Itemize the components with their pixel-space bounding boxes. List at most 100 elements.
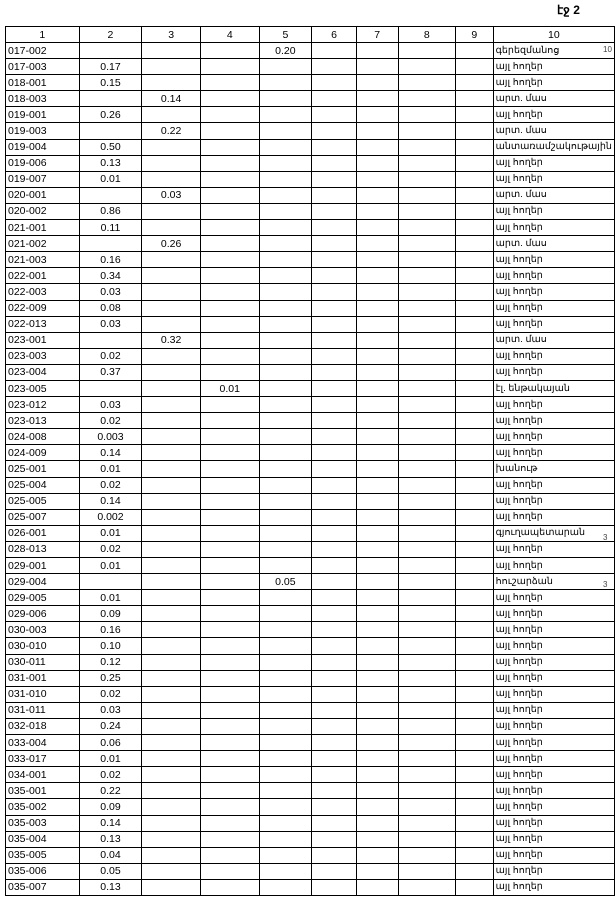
land-use-cell: այլ հողեր bbox=[492, 621, 615, 639]
land-use-cell: այլ հողեր bbox=[492, 251, 615, 269]
area-cell-col-7 bbox=[355, 717, 399, 736]
area-cell-col-7 bbox=[355, 267, 399, 285]
parcel-code-cell: 022-001 bbox=[5, 267, 80, 285]
land-use-cell: այլ հողեր bbox=[492, 202, 615, 221]
area-cell-col-7 bbox=[355, 363, 399, 381]
area-cell-col-3 bbox=[141, 734, 201, 752]
area-cell-col-4 bbox=[199, 637, 260, 655]
table-row: 032-018 0.24 այլ հողեր bbox=[5, 717, 615, 736]
area-cell-col-7 bbox=[355, 492, 399, 510]
parcel-code-cell: 035-003 bbox=[5, 814, 80, 832]
area-cell-col-9 bbox=[454, 556, 494, 575]
area-cell-col-3 bbox=[141, 540, 201, 559]
area-cell-col-4 bbox=[199, 396, 260, 414]
area-cell-col-8 bbox=[397, 476, 456, 494]
area-cell-col-2: 0.09 bbox=[78, 605, 143, 623]
area-cell-col-7 bbox=[355, 524, 399, 542]
area-cell-col-4 bbox=[199, 251, 260, 269]
area-cell-col-2: 0.08 bbox=[78, 299, 143, 317]
area-cell-col-7 bbox=[355, 798, 399, 816]
page-number: էջ 2 bbox=[557, 3, 580, 17]
area-cell-col-8 bbox=[397, 701, 456, 719]
area-cell-col-6 bbox=[311, 846, 357, 864]
parcel-code-cell: 032-018 bbox=[5, 717, 80, 736]
area-cell-col-8 bbox=[397, 685, 456, 703]
column-header-1: 1 bbox=[5, 26, 80, 43]
area-cell-col-8 bbox=[397, 122, 456, 140]
land-use-cell: այլ հողեր bbox=[492, 283, 615, 301]
area-cell-col-6 bbox=[311, 283, 357, 301]
area-cell-col-7 bbox=[355, 830, 399, 848]
area-cell-col-5 bbox=[258, 58, 313, 76]
area-cell-col-3: 0.32 bbox=[141, 331, 201, 349]
land-use-cell: գյուղապետարան bbox=[492, 524, 615, 542]
area-cell-col-9 bbox=[454, 122, 494, 140]
area-cell-col-5 bbox=[258, 396, 313, 414]
area-cell-col-8 bbox=[397, 830, 456, 848]
area-cell-col-2: 0.14 bbox=[78, 814, 143, 832]
area-cell-col-2: 0.02 bbox=[78, 540, 143, 559]
area-cell-col-4 bbox=[199, 830, 260, 848]
area-cell-col-4 bbox=[199, 653, 260, 671]
area-cell-col-3 bbox=[141, 556, 201, 575]
area-cell-col-2: 0.05 bbox=[78, 862, 143, 880]
area-cell-col-6 bbox=[311, 379, 357, 398]
area-cell-col-4 bbox=[199, 476, 260, 494]
area-cell-col-3 bbox=[141, 878, 201, 896]
area-cell-col-8 bbox=[397, 347, 456, 365]
area-cell-col-4 bbox=[199, 750, 260, 768]
area-cell-col-9 bbox=[454, 798, 494, 816]
area-cell-col-8 bbox=[397, 154, 456, 172]
area-cell-col-3 bbox=[141, 267, 201, 285]
area-cell-col-6 bbox=[311, 862, 357, 880]
parcel-code-cell: 029-001 bbox=[5, 556, 80, 575]
area-cell-col-6 bbox=[311, 363, 357, 381]
area-cell-col-6 bbox=[311, 331, 357, 349]
area-cell-col-6 bbox=[311, 492, 357, 510]
table-row: 022-013 0.03 այլ հողեր bbox=[5, 315, 615, 333]
area-cell-col-3 bbox=[141, 701, 201, 719]
area-cell-col-3 bbox=[141, 202, 201, 221]
area-cell-col-3 bbox=[141, 106, 201, 124]
area-cell-col-3 bbox=[141, 138, 201, 156]
area-cell-col-5 bbox=[258, 605, 313, 623]
table-row: 021-003 0.16 այլ հողեր bbox=[5, 251, 615, 269]
area-cell-col-4 bbox=[199, 154, 260, 172]
area-cell-col-3 bbox=[141, 669, 201, 687]
area-cell-col-2: 0.34 bbox=[78, 267, 143, 285]
area-cell-col-7 bbox=[355, 621, 399, 639]
area-cell-col-4 bbox=[199, 782, 260, 800]
area-cell-col-4 bbox=[199, 235, 260, 253]
area-cell-col-3 bbox=[141, 766, 201, 784]
area-cell-col-7 bbox=[355, 878, 399, 896]
area-cell-col-6 bbox=[311, 750, 357, 768]
area-cell-col-7 bbox=[355, 138, 399, 156]
area-cell-col-4 bbox=[199, 766, 260, 784]
parcel-code-cell: 021-001 bbox=[5, 219, 80, 237]
area-cell-col-6 bbox=[311, 621, 357, 639]
area-cell-col-9 bbox=[454, 621, 494, 639]
area-cell-col-9 bbox=[454, 396, 494, 414]
area-cell-col-9 bbox=[454, 283, 494, 301]
area-cell-col-8 bbox=[397, 106, 456, 124]
area-cell-col-9 bbox=[454, 540, 494, 559]
area-cell-col-2: 0.10 bbox=[78, 637, 143, 655]
parcel-code-cell: 023-013 bbox=[5, 412, 80, 430]
area-cell-col-6 bbox=[311, 428, 357, 446]
area-cell-col-9 bbox=[454, 830, 494, 848]
land-use-cell: այլ հողեր bbox=[492, 782, 615, 800]
land-use-cell: այլ հողեր bbox=[492, 653, 615, 671]
area-cell-col-9 bbox=[454, 267, 494, 285]
area-cell-col-9 bbox=[454, 331, 494, 349]
area-cell-col-7 bbox=[355, 782, 399, 800]
land-use-cell: այլ հողեր bbox=[492, 637, 615, 655]
table-row: 021-002 0.26 արտ. մաս bbox=[5, 235, 615, 253]
area-cell-col-3 bbox=[141, 154, 201, 172]
area-cell-col-7 bbox=[355, 444, 399, 462]
area-cell-col-4 bbox=[199, 90, 260, 108]
area-cell-col-8 bbox=[397, 379, 456, 398]
parcel-code-cell: 030-003 bbox=[5, 621, 80, 639]
area-cell-col-8 bbox=[397, 878, 456, 896]
area-cell-col-7 bbox=[355, 750, 399, 768]
area-cell-col-4 bbox=[199, 58, 260, 76]
